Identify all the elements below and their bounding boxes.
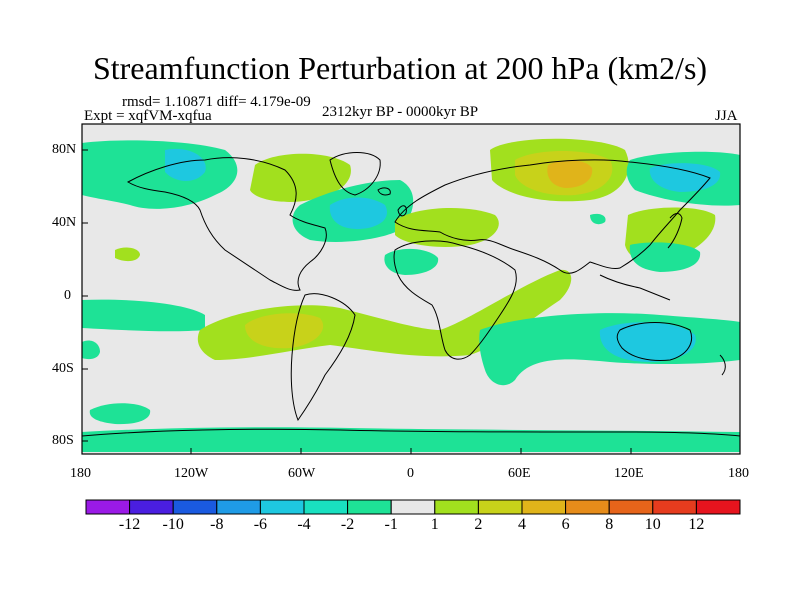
contour-low-australia: [599, 322, 696, 362]
lon-label-120w: 120W: [174, 466, 209, 481]
contour-fill-layer: [82, 138, 740, 452]
colorbar-label: -4: [297, 516, 311, 533]
colorbar-label: -1: [384, 516, 398, 533]
coast-southeast-asia: [599, 274, 671, 301]
contour-low-alaska: [165, 148, 206, 182]
colorbar: [85, 499, 741, 515]
contour-band-antarctic: [82, 427, 740, 452]
coast-japan: [667, 213, 683, 249]
colorbar-swatch-8: [434, 499, 479, 515]
contour-low-atlantic-north: [329, 197, 388, 230]
contour-band-arabian: [590, 213, 606, 225]
lon-label-180e: 180: [728, 466, 749, 481]
colorbar-label: -12: [118, 516, 141, 533]
contour-band-japan-south: [629, 242, 701, 272]
coast-antarctica: [82, 428, 740, 437]
contour-high-siberia-core: [547, 160, 593, 188]
coast-greenland: [329, 152, 381, 196]
contour-band-pacific-south: [82, 299, 205, 332]
contour-band-southwest-pacific: [82, 340, 100, 360]
colorbar-label: 4: [518, 516, 526, 533]
coast-australia: [616, 322, 693, 361]
colorbar-swatch-0: [85, 499, 131, 515]
period-label: 2312kyr BP - 0000kyr BP: [322, 104, 479, 120]
lat-label-0: 0: [64, 288, 71, 303]
coast-europe-asia: [394, 159, 711, 274]
colorbar-swatch-12: [608, 499, 654, 515]
coast-north-america: [126, 157, 327, 291]
lon-label-0: 0: [407, 466, 414, 481]
contour-band-central-pacific: [115, 247, 140, 262]
contour-high-europe: [395, 208, 499, 247]
colorbar-swatch-14: [695, 499, 741, 515]
colorbar-swatch-6: [347, 499, 392, 515]
lat-label-80s: 80S: [52, 433, 74, 448]
lat-label-80n: 80N: [52, 142, 77, 157]
coast-new-zealand: [719, 354, 726, 376]
coast-uk: [397, 205, 407, 217]
chart-title: Streamfunction Perturbation at 200 hPa (…: [92, 50, 708, 86]
colorbar-label: 6: [561, 516, 570, 533]
colorbar-swatch-9: [477, 499, 523, 515]
lat-label-40s: 40S: [52, 361, 74, 376]
coast-africa: [393, 240, 517, 360]
lat-label-40n: 40N: [52, 215, 77, 230]
colorbar-label: -8: [210, 516, 224, 533]
tick-marks: [82, 149, 632, 454]
contour-band-atlantic-mid: [384, 248, 439, 275]
colorbar-label: -2: [340, 516, 355, 533]
coastline-layer: [82, 152, 740, 437]
colorbar-label: 12: [688, 516, 705, 533]
coast-south-america: [290, 293, 356, 422]
colorbar-label: -10: [162, 516, 184, 533]
contour-band-southern-ocean: [89, 403, 151, 425]
colorbar-swatch-11: [565, 499, 610, 515]
colorbar-label: 8: [605, 516, 614, 533]
lon-label-120e: 120E: [614, 466, 644, 481]
colorbar-label: 1: [430, 516, 439, 533]
colorbar-swatch-2: [172, 499, 218, 515]
lon-label-180w: 180: [70, 466, 91, 481]
colorbar-swatch-4: [259, 499, 305, 515]
stats-text: rmsd= 1.10871 diff= 4.179e-09: [122, 94, 311, 110]
season-label: JJA: [715, 108, 738, 124]
experiment-label: Expt = xqfVM-xqfua: [84, 108, 212, 124]
contour-low-northeast: [649, 163, 721, 192]
colorbar-label: -6: [253, 516, 268, 533]
lon-label-60e: 60E: [508, 466, 531, 481]
colorbar-swatch-7: [390, 499, 436, 515]
colorbar-swatch-1: [129, 499, 174, 515]
colorbar-swatch-10: [521, 499, 567, 515]
colorbar-swatch-3: [216, 499, 261, 515]
colorbar-swatch-13: [652, 499, 697, 515]
lon-label-60w: 60W: [288, 466, 316, 481]
contour-high-south-america: [245, 313, 324, 349]
colorbar-swatch-5: [303, 499, 349, 515]
colorbar-label: 10: [644, 516, 661, 533]
coast-iceland: [377, 187, 391, 196]
colorbar-label: 2: [474, 516, 483, 533]
